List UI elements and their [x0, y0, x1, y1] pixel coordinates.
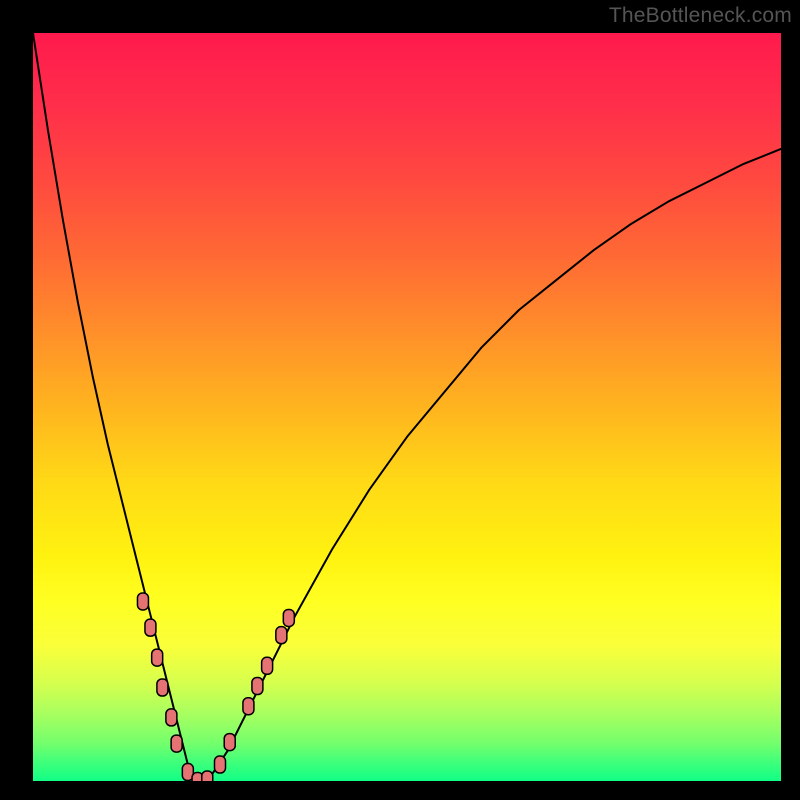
data-marker	[171, 735, 182, 752]
data-marker	[157, 679, 168, 696]
data-marker	[283, 609, 294, 626]
data-marker	[224, 734, 235, 751]
outer-frame: TheBottleneck.com	[0, 0, 800, 800]
chart-area	[33, 33, 781, 781]
gradient-background	[33, 33, 781, 781]
data-marker	[152, 649, 163, 666]
data-marker	[243, 698, 254, 715]
watermark-label: TheBottleneck.com	[609, 4, 792, 28]
data-marker	[137, 593, 148, 610]
data-marker	[252, 678, 263, 695]
data-marker	[276, 627, 287, 644]
chart-svg	[33, 33, 781, 781]
data-marker	[262, 657, 273, 674]
data-marker	[202, 771, 213, 781]
data-marker	[145, 619, 156, 636]
data-marker	[166, 709, 177, 726]
data-marker	[215, 756, 226, 773]
